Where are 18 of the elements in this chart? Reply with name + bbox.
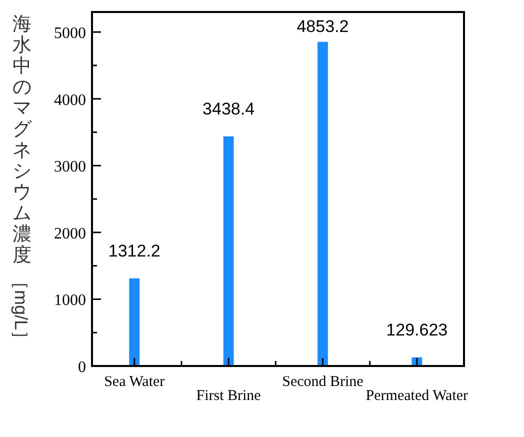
bar — [129, 278, 140, 366]
x-tick-label: Sea Water — [104, 374, 165, 390]
x-tick-label: First Brine — [196, 388, 262, 404]
y-tick-label: 2000 — [54, 225, 86, 242]
data-label: 3438.4 — [202, 99, 255, 118]
y-tick-label: 1000 — [54, 292, 86, 310]
data-label: 1312.2 — [108, 241, 160, 260]
data-label: 4853.2 — [296, 17, 349, 36]
bar — [318, 42, 328, 366]
y-tick-label: 5000 — [54, 25, 86, 42]
y-tick-label: 3000 — [54, 158, 86, 176]
x-tick-label: Permeated Water — [366, 388, 468, 404]
x-tick-label: Second Brine — [282, 374, 364, 390]
bar — [223, 136, 234, 366]
text: 海水中のマグネシウム濃度［mg/L］ — [11, 14, 32, 348]
data-label: 129.623 — [386, 320, 448, 340]
y-tick-label: 0 — [78, 359, 86, 376]
y-tick-label: 4000 — [54, 92, 86, 109]
